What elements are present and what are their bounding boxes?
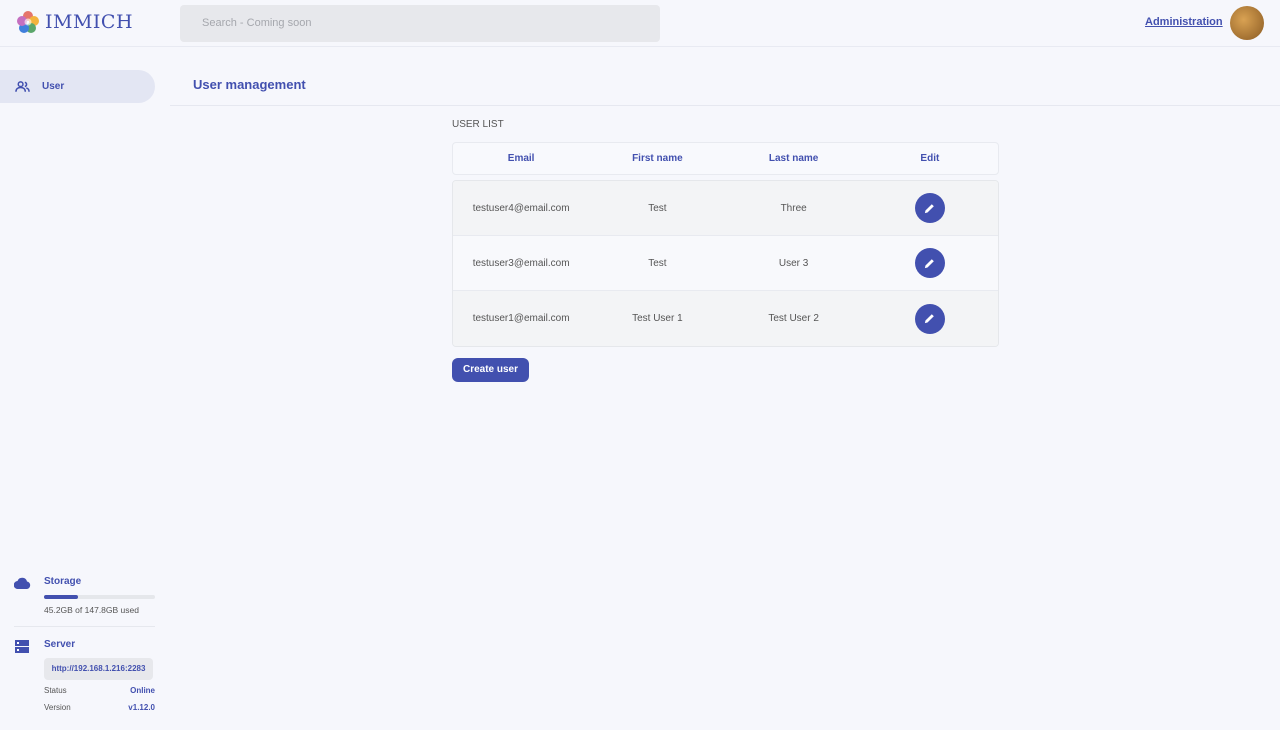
- email-cell: testuser1@email.com: [472, 313, 570, 324]
- top-bar: IMMICH Search - Coming soon Administrati…: [0, 0, 1280, 47]
- last-name-cell: Three: [780, 202, 807, 214]
- version-value: v1.12.0: [128, 703, 155, 712]
- table-header: Email First name Last name Edit: [452, 142, 999, 175]
- avatar[interactable]: [1230, 6, 1264, 40]
- first-name-cell: Test User 1: [632, 313, 683, 324]
- email-cell: testuser4@email.com: [472, 202, 570, 214]
- table-row: testuser3@email.com Test User 3: [453, 236, 998, 291]
- version-label: Version: [44, 703, 71, 712]
- users-icon: [15, 80, 30, 92]
- server-version: Version v1.12.0: [44, 703, 155, 712]
- server-status: Status Online: [44, 686, 155, 695]
- create-user-button[interactable]: Create user: [452, 358, 529, 382]
- cloud-icon: [14, 577, 31, 589]
- edit-cell: [862, 303, 998, 334]
- edit-user-button[interactable]: [914, 248, 945, 278]
- app-name: IMMICH: [45, 11, 134, 33]
- page-title: User management: [193, 77, 306, 92]
- column-email: Email: [507, 153, 535, 164]
- column-edit: Edit: [920, 153, 940, 164]
- column-first-name: First name: [632, 153, 683, 164]
- sidebar-item-user[interactable]: User: [0, 70, 155, 103]
- immich-logo[interactable]: IMMICH: [16, 10, 133, 34]
- divider: [14, 626, 155, 627]
- email-cell: testuser3@email.com: [472, 257, 570, 269]
- sidebar-item-label: User: [42, 81, 65, 92]
- first-name-cell: Test: [648, 202, 667, 214]
- storage-title: Storage: [44, 576, 82, 587]
- pencil-icon: [925, 258, 935, 268]
- divider: [170, 105, 1280, 106]
- edit-cell: [862, 248, 998, 278]
- administration-link[interactable]: Administration: [1145, 16, 1223, 28]
- search-input[interactable]: Search - Coming soon: [180, 5, 660, 42]
- column-last-name: Last name: [768, 153, 819, 164]
- user-table: testuser4@email.com Test Three testuser3…: [452, 180, 999, 347]
- edit-cell: [862, 193, 998, 223]
- table-row: testuser1@email.com Test User 1 Test Use…: [453, 291, 998, 346]
- pencil-icon: [925, 314, 935, 324]
- storage-bar-fill: [44, 595, 78, 599]
- server-url: http://192.168.1.216:2283: [44, 658, 153, 680]
- storage-used-text: 45.2GB of 147.8GB used: [44, 605, 139, 615]
- last-name-cell: Test User 2: [768, 313, 819, 324]
- user-list-label: USER LIST: [452, 119, 504, 130]
- first-name-cell: Test: [648, 257, 667, 269]
- server-icon: [15, 640, 29, 653]
- last-name-cell: User 3: [778, 257, 809, 269]
- edit-user-button[interactable]: [914, 193, 945, 223]
- status-value: Online: [130, 686, 155, 695]
- storage-bar: [44, 595, 155, 599]
- immich-flower-icon: [17, 11, 39, 33]
- edit-user-button[interactable]: [914, 303, 945, 334]
- server-title: Server: [44, 639, 76, 650]
- table-row: testuser4@email.com Test Three: [453, 181, 998, 236]
- pencil-icon: [925, 203, 935, 213]
- status-label: Status: [44, 686, 67, 695]
